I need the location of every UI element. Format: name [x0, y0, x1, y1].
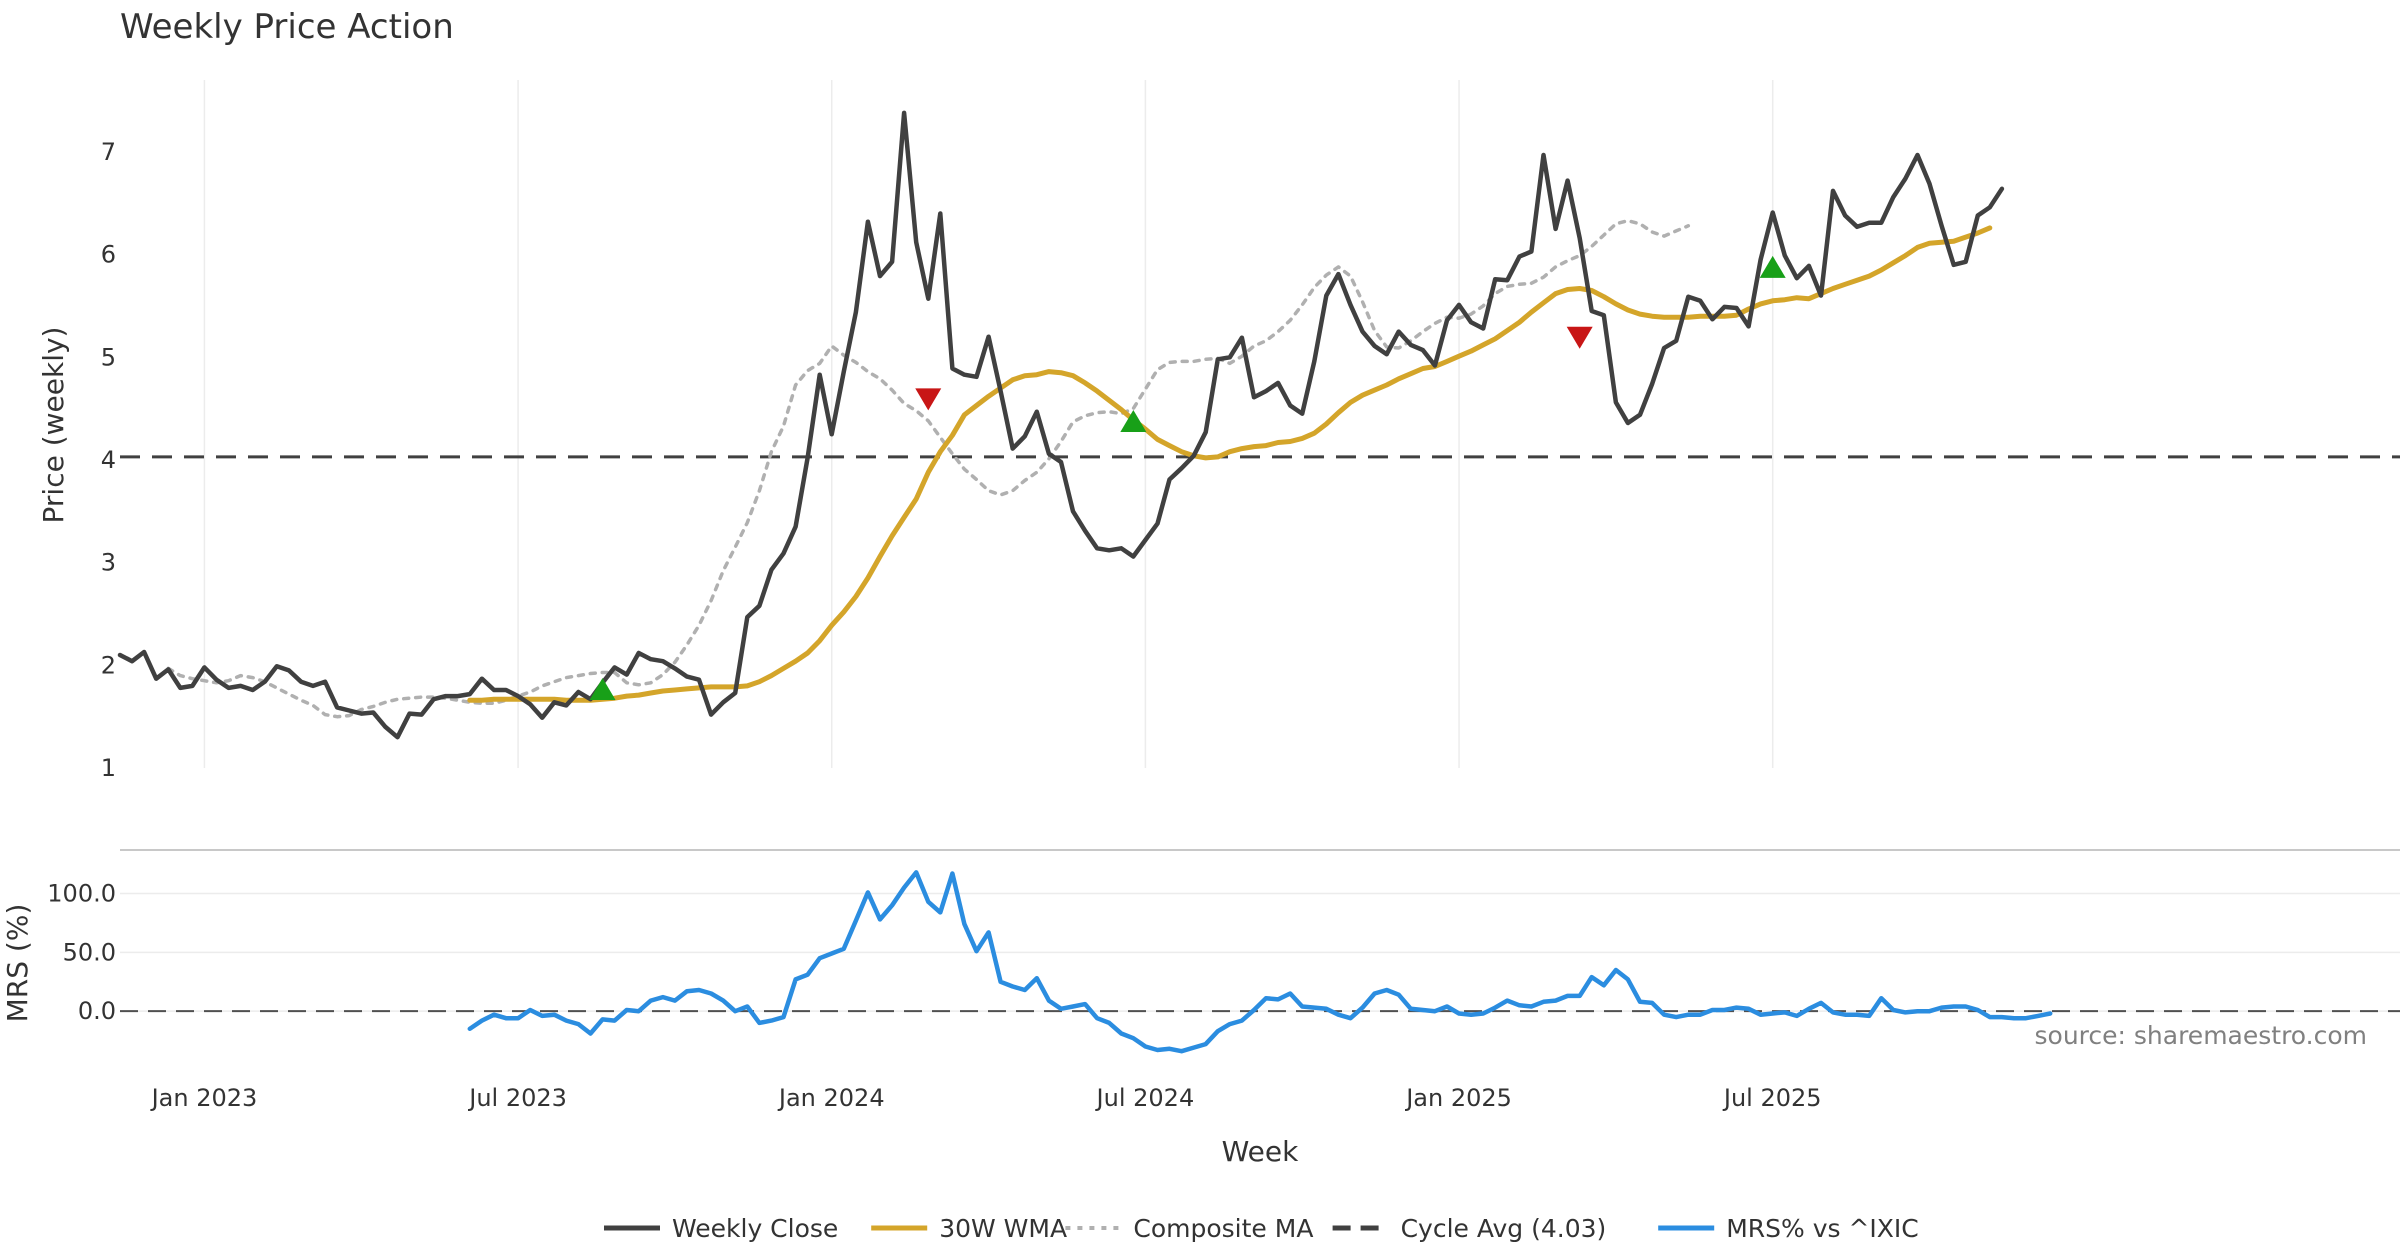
price-y-tick-label: 1: [101, 754, 116, 782]
price-y-tick-label: 7: [101, 138, 116, 166]
x-tick-label: Jan 2024: [777, 1084, 885, 1112]
buy-signal-marker: [589, 677, 616, 700]
series-mrs-vs-ixic: [467, 870, 2053, 1054]
price-panel: [117, 110, 2005, 740]
price-y-tick-label: 4: [101, 446, 116, 474]
price-y-tick-label: 6: [101, 241, 116, 269]
mrs-y-tick-label: 50.0: [63, 938, 116, 966]
series-composite-ma: [166, 218, 1691, 719]
x-tick-label: Jul 2025: [1722, 1084, 1822, 1112]
price-axis-label: Price (weekly): [37, 327, 70, 524]
sell-signal-marker: [1566, 326, 1593, 349]
legend-label: Weekly Close: [672, 1214, 838, 1243]
series-weekly-close: [117, 110, 2005, 740]
x-axis-ticks: Jan 2023 Jul 2023 Jan 2024 Jul 2024 Jan 2025…: [150, 1084, 1822, 1112]
legend-label: MRS% vs ^IXIC: [1726, 1214, 1919, 1243]
buy-signal-marker: [1120, 409, 1147, 432]
x-tick-label: Jan 2023: [150, 1084, 258, 1112]
x-axis-label: Week: [1222, 1135, 1299, 1168]
mrs-panel: [467, 870, 2053, 1054]
grid: [120, 80, 2400, 1013]
x-tick-label: Jan 2025: [1404, 1084, 1512, 1112]
series-30w-wma: [467, 225, 1993, 703]
x-tick-label: Jul 2024: [1095, 1084, 1195, 1112]
legend: Weekly Close 30W WMA Composite MA Cycle Avg…: [604, 1214, 1919, 1243]
buy-signal-marker: [1759, 255, 1786, 278]
mrs-y-tick-label: 0.0: [78, 997, 116, 1025]
x-tick-label: Jul 2023: [467, 1084, 567, 1112]
price-y-tick-label: 2: [101, 651, 116, 679]
source-credit: source: sharemaestro.com: [2035, 1021, 2368, 1050]
signal-markers: [589, 255, 1786, 700]
mrs-y-tick-label: 100.0: [47, 880, 116, 908]
sell-signal-marker: [915, 388, 942, 411]
price-y-tick-label: 5: [101, 343, 116, 371]
legend-label: Cycle Avg (4.03): [1401, 1214, 1607, 1243]
chart-title: Weekly Price Action: [120, 7, 454, 47]
mrs-axis-label: MRS (%): [1, 904, 34, 1023]
y-axis-ticks: 1 2 3 4 5 6 7 0.0 50.0 100.0: [47, 138, 116, 1025]
legend-label: Composite MA: [1133, 1214, 1313, 1243]
price-y-tick-label: 3: [101, 549, 116, 577]
legend-label: 30W WMA: [939, 1214, 1067, 1243]
